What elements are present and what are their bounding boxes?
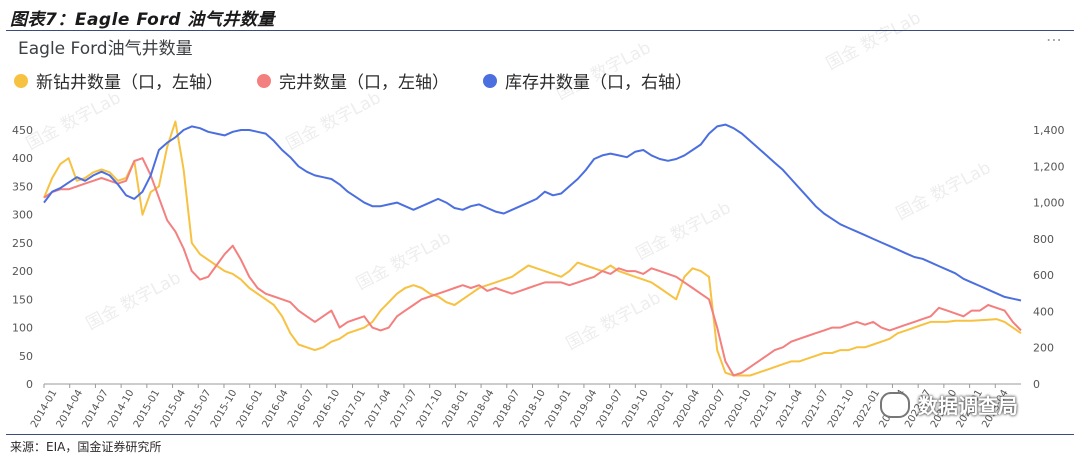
watermark-text: 国金 数字Lab	[633, 198, 734, 265]
new-wells-line	[43, 120, 1022, 377]
y-left-tick-label: 200	[12, 265, 33, 278]
watermark-text: 国金 数字Lab	[83, 268, 184, 335]
y-right-tick-label: 600	[1033, 269, 1054, 282]
y-right-tick-label: 1,400	[1033, 124, 1065, 137]
legend-label-completed-wells: 完井数量（口，左轴）	[279, 73, 449, 93]
y-right-tick-label: 200	[1033, 342, 1054, 355]
y-left-tick-label: 250	[12, 237, 33, 250]
watermark-text: 国金 数字Lab	[553, 38, 654, 105]
y-right-tick-label: 0	[1033, 378, 1040, 391]
watermark-text: 国金 数字Lab	[563, 288, 664, 355]
legend-dot-new-wells	[14, 73, 28, 88]
more-dots-icon[interactable]: ⋯	[1046, 30, 1062, 49]
y-left-tick-label: 0	[26, 378, 33, 391]
completed-wells-line	[43, 157, 1022, 377]
legend-item-inventory-wells[interactable]: 库存井数量（口，右轴）	[483, 68, 692, 93]
legend-dot-inventory-wells	[483, 73, 497, 88]
inventory-wells-line	[43, 123, 1022, 302]
y-right-tick-label: 400	[1033, 305, 1054, 318]
y-left-tick-label: 100	[12, 322, 33, 335]
legend-item-new-wells[interactable]: 新钻井数量（口，左轴）	[14, 68, 223, 93]
legend-label-new-wells: 新钻井数量（口，左轴）	[36, 73, 223, 93]
chart-title: Eagle Ford油气井数量	[18, 39, 193, 59]
y-left-tick-label: 50	[19, 350, 33, 363]
wechat-icon	[880, 391, 910, 418]
figure-title: 图表7：Eagle Ford 油气井数量	[10, 10, 275, 30]
legend-dot-completed-wells	[257, 73, 271, 88]
y-left-tick-label: 300	[12, 209, 33, 222]
y-right-tick-label: 1,200	[1033, 160, 1065, 173]
y-left-tick-label: 350	[12, 180, 33, 193]
legend-item-completed-wells[interactable]: 完井数量（口，左轴）	[257, 68, 449, 93]
watermark-text: 国金 数字Lab	[893, 158, 994, 225]
y-left-tick-label: 150	[12, 293, 33, 306]
bottom-rule	[6, 434, 1074, 435]
y-left-tick-label: 400	[12, 152, 33, 165]
y-left-tick-label: 450	[12, 124, 33, 137]
y-right-tick-label: 800	[1033, 233, 1054, 246]
legend: 新钻井数量（口，左轴） 完井数量（口，左轴） 库存井数量（口，右轴）	[14, 68, 692, 93]
source-note: 来源：EIA，国金证券研究所	[10, 440, 162, 454]
y-right-tick-label: 1,000	[1033, 197, 1065, 210]
watermark-text: 国金 数字Lab	[823, 8, 924, 75]
watermark-text: 国金 数字Lab	[353, 228, 454, 295]
watermark-text: 国金 数字Lab	[283, 88, 384, 155]
watermark-text: 国金 数字Lab	[23, 88, 124, 155]
top-rule	[6, 30, 1074, 31]
brand-badge: 数据调查局	[880, 390, 1018, 419]
legend-label-inventory-wells: 库存井数量（口，右轴）	[505, 73, 692, 93]
brand-label: 数据调查局	[918, 394, 1018, 418]
